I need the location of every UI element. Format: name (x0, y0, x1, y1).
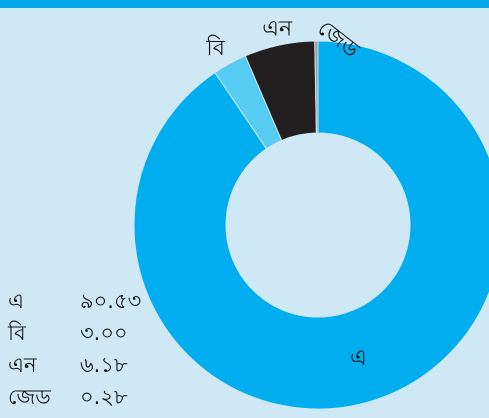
top-accent-band (0, 0, 489, 8)
legend-value: ৬.১৮ (80, 352, 128, 377)
legend-label: এ (8, 288, 24, 313)
legend-row-b: বি ৩.০০ (8, 318, 168, 350)
slice-label-2: এন (262, 16, 293, 41)
legend: এ ৯০.৫৩ বি ৩.০০ এন ৬.১৮ জেড ০.২৮ (8, 286, 168, 414)
legend-label: জেড (8, 384, 51, 409)
donut-slices (133, 40, 489, 410)
legend-label: বি (8, 320, 26, 345)
slice-label-1: বি (205, 35, 225, 61)
legend-row-z: জেড ০.২৮ (8, 382, 168, 414)
donut-slice-3 (314, 40, 319, 134)
legend-value: ৯০.৫৩ (80, 288, 142, 313)
slice-label-0: এ (350, 346, 367, 371)
legend-row-a: এ ৯০.৫৩ (8, 286, 168, 318)
legend-row-n: এন ৬.১৮ (8, 350, 168, 382)
legend-label: এন (8, 352, 37, 377)
donut-slice-0 (133, 40, 489, 410)
legend-value: ০.২৮ (80, 384, 128, 409)
legend-value: ৩.০০ (80, 320, 128, 345)
